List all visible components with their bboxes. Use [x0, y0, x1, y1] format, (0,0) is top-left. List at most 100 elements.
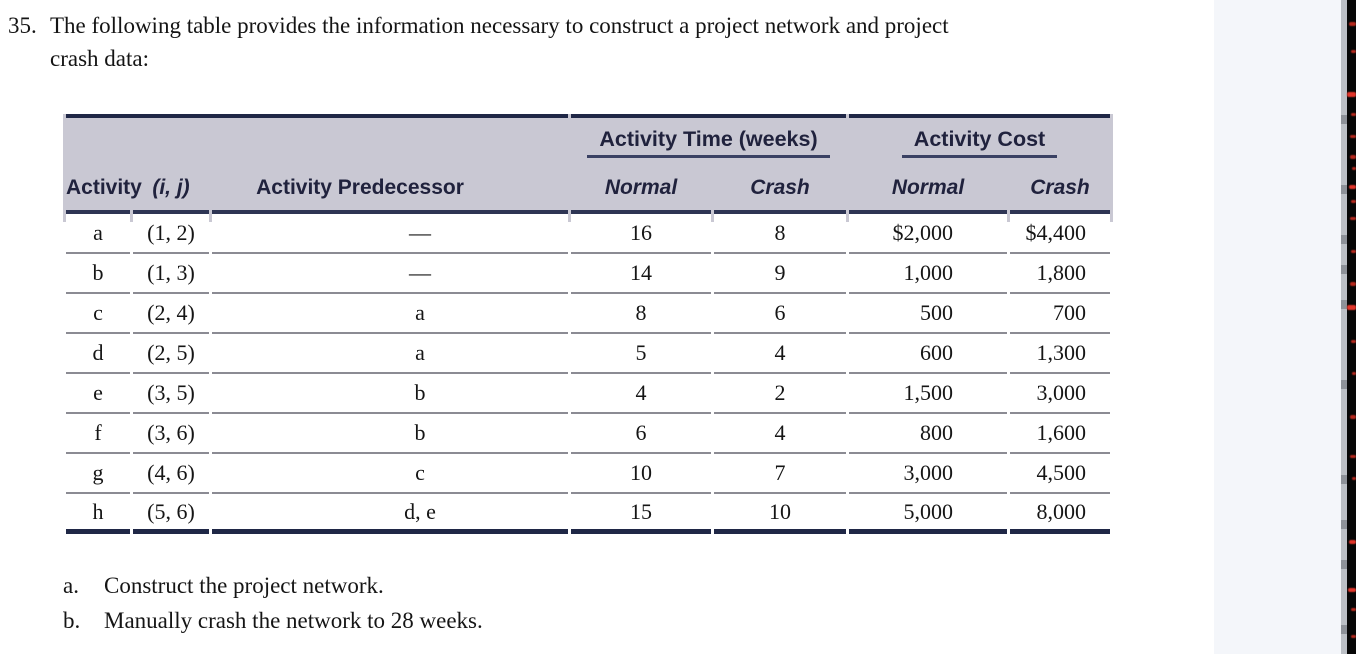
table-header-band	[63, 114, 1113, 222]
scrollbar-tick	[1341, 560, 1347, 569]
cell-time-normal: 16	[571, 214, 711, 254]
table-row: g (4, 6) c 10 7 3,000 4,500	[66, 454, 1111, 494]
minimap-red-mark	[1351, 635, 1356, 638]
minimap-red-mark	[1350, 217, 1356, 220]
scrollbar-tick	[1341, 520, 1347, 529]
minimap-red-mark	[1350, 282, 1356, 286]
cell-activity: c	[66, 294, 130, 334]
cell-cost-normal: 500	[849, 294, 1007, 334]
cell-time-normal: 8	[571, 294, 711, 334]
crash-data-table: Activity Time (weeks) Activity Cost Acti…	[63, 114, 1113, 534]
cell-activity: g	[66, 454, 130, 494]
cell-activity: d	[66, 334, 130, 374]
cell-cost-normal: $2,000	[849, 214, 1007, 254]
minimap-red-mark	[1351, 608, 1356, 611]
group-header-row: Activity Time (weeks) Activity Cost	[66, 114, 1111, 166]
cell-cost-crash: 1,800	[1010, 254, 1111, 294]
problem-text-line1: The following table provides the informa…	[50, 13, 949, 38]
column-header-row: Activity (i, j) Activity Predecessor Nor…	[66, 166, 1111, 214]
cell-cost-crash: 700	[1010, 294, 1111, 334]
cell-cost-crash: 3,000	[1010, 374, 1111, 414]
cell-time-crash: 10	[714, 494, 846, 534]
cell-cost-crash: 1,600	[1010, 414, 1111, 454]
cell-ij: (1, 3)	[133, 254, 209, 294]
minimap-red-mark	[1347, 305, 1356, 310]
question-b-label: b.	[63, 608, 81, 633]
cell-cost-crash: 8,000	[1010, 494, 1111, 534]
cell-ij: (3, 5)	[133, 374, 209, 414]
cell-cost-crash: $4,400	[1010, 214, 1111, 254]
cell-cost-normal: 1,000	[849, 254, 1007, 294]
col-header-activity: Activity	[66, 166, 142, 214]
cell-time-normal: 14	[571, 254, 711, 294]
minimap-red-mark	[1349, 22, 1356, 26]
col-header-predecessor: Activity Predecessor	[212, 166, 568, 214]
group-header-activity-cost: Activity Cost	[849, 114, 1111, 166]
minimap-red-mark	[1351, 113, 1356, 116]
table-row: f (3, 6) b 6 4 800 1,600	[66, 414, 1111, 454]
table-row: e (3, 5) b 4 2 1,500 3,000	[66, 374, 1111, 414]
table-row: b (1, 3) — 14 9 1,000 1,800	[66, 254, 1111, 294]
vertical-scrollbar[interactable]	[1341, 0, 1347, 654]
cell-time-normal: 5	[571, 334, 711, 374]
cell-predecessor: —	[212, 214, 568, 254]
cell-ij: (4, 6)	[133, 454, 209, 494]
cell-time-normal: 6	[571, 414, 711, 454]
cell-ij: (2, 5)	[133, 334, 209, 374]
scrollbar-tick	[1341, 115, 1347, 124]
scrollbar-tick	[1341, 235, 1347, 244]
cell-cost-normal: 3,000	[849, 454, 1007, 494]
minimap-red-mark	[1350, 155, 1356, 159]
cell-predecessor: a	[212, 334, 568, 374]
cell-cost-normal: 1,500	[849, 374, 1007, 414]
cell-cost-crash: 4,500	[1010, 454, 1111, 494]
group-header-activity-cost-label: Activity Cost	[901, 126, 1058, 158]
minimap-strip[interactable]	[1347, 0, 1356, 654]
cell-time-normal: 4	[571, 374, 711, 414]
minimap-red-mark	[1351, 50, 1356, 53]
cell-activity: b	[66, 254, 130, 294]
problem-text-line2: crash data:	[50, 46, 149, 71]
cell-time-crash: 6	[714, 294, 846, 334]
cell-time-normal: 10	[571, 454, 711, 494]
cell-time-crash: 2	[714, 374, 846, 414]
cell-ij: (5, 6)	[133, 494, 209, 534]
cell-time-crash: 4	[714, 414, 846, 454]
problem-text: The following table provides the informa…	[50, 9, 1190, 75]
minimap-red-mark	[1349, 540, 1356, 544]
cell-activity: f	[66, 414, 130, 454]
cell-cost-crash: 1,300	[1010, 334, 1111, 374]
col-header-cost-normal: Normal	[849, 166, 1007, 214]
minimap-red-mark	[1352, 372, 1356, 375]
cell-activity: h	[66, 494, 130, 534]
cell-time-crash: 8	[714, 214, 846, 254]
question-b-text: Manually crash the network to 28 weeks.	[104, 608, 483, 633]
right-gutter-panel	[1214, 0, 1341, 654]
crash-data-table-wrap: Activity Time (weeks) Activity Cost Acti…	[63, 114, 1113, 534]
question-list: a. Construct the project network. b. Man…	[63, 568, 1214, 638]
cell-ij: (3, 6)	[133, 414, 209, 454]
cell-ij: (1, 2)	[133, 214, 209, 254]
scrollbar-tick	[1341, 380, 1347, 389]
scrollbar-tick	[1341, 265, 1347, 274]
scrollbar-tick	[1341, 185, 1347, 194]
document-page: 35. The following table provides the inf…	[0, 0, 1214, 638]
scrollbar-tick	[1341, 625, 1347, 634]
group-header-blank	[66, 114, 568, 166]
group-header-activity-time-label: Activity Time (weeks)	[587, 126, 830, 158]
cell-cost-normal: 5,000	[849, 494, 1007, 534]
cell-cost-normal: 800	[849, 414, 1007, 454]
minimap-red-mark	[1351, 200, 1356, 203]
group-header-activity-time: Activity Time (weeks)	[571, 114, 846, 166]
col-header-time-normal: Normal	[571, 166, 711, 214]
cell-time-crash: 9	[714, 254, 846, 294]
scrollbar-tick	[1341, 475, 1347, 484]
minimap-red-mark	[1351, 340, 1356, 343]
cell-ij: (2, 4)	[133, 294, 209, 334]
question-a: a. Construct the project network.	[63, 568, 1214, 603]
minimap-red-mark	[1349, 185, 1356, 189]
question-a-text: Construct the project network.	[104, 573, 384, 598]
cell-predecessor: —	[212, 254, 568, 294]
cell-time-crash: 7	[714, 454, 846, 494]
problem-statement: 35. The following table provides the inf…	[0, 0, 1214, 75]
